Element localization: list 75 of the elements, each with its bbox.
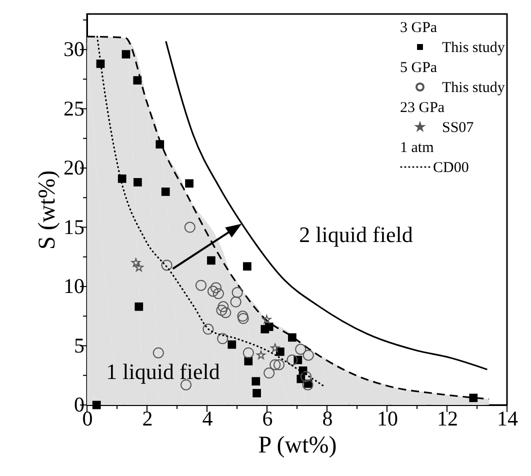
point	[232, 286, 243, 298]
point	[270, 359, 281, 370]
y-axis-title: S (wt%)	[34, 170, 60, 250]
point	[220, 307, 232, 318]
annotation: 5 GPa	[400, 60, 438, 76]
point	[274, 359, 284, 370]
x-tick-label: 14	[497, 406, 518, 430]
point	[270, 343, 280, 352]
point	[217, 333, 228, 344]
point	[264, 322, 274, 331]
legend-label: This study	[442, 80, 506, 96]
annotation: 3 GPa	[400, 20, 438, 36]
point	[216, 304, 228, 316]
x-tick-label: 6	[262, 406, 273, 430]
y-tick-label: 25	[64, 96, 84, 120]
point	[202, 324, 214, 335]
x-tick-label: 10	[377, 406, 398, 430]
point	[156, 140, 164, 149]
point	[288, 333, 296, 342]
point	[238, 313, 249, 324]
point	[230, 296, 242, 308]
annotation: 1 atm	[400, 140, 434, 156]
point	[302, 379, 314, 390]
point	[208, 286, 218, 297]
point	[244, 356, 253, 366]
point	[131, 258, 140, 267]
y-tick-label: 15	[64, 214, 84, 239]
x-tick-label: 4	[202, 406, 214, 430]
point	[134, 302, 144, 311]
point	[185, 179, 194, 188]
point	[469, 394, 478, 402]
point	[134, 178, 142, 186]
point	[295, 344, 306, 355]
point	[180, 379, 192, 390]
legend-label: This study	[442, 40, 506, 56]
x-tick-label: 2	[142, 406, 153, 430]
point	[92, 400, 101, 410]
annotation: 23 GPa	[400, 100, 445, 116]
point	[212, 288, 224, 300]
point	[286, 354, 298, 366]
point	[243, 262, 252, 271]
annotation: 2 liquid field	[299, 222, 413, 247]
point	[237, 310, 248, 322]
point	[276, 348, 284, 356]
point	[242, 347, 254, 358]
legend-label: CD00	[433, 160, 469, 176]
point	[161, 260, 172, 271]
point	[134, 262, 144, 272]
point	[300, 371, 312, 382]
y-tick-label: 10	[64, 274, 84, 298]
legend-label: SS07	[442, 120, 474, 136]
point	[207, 256, 216, 265]
point	[252, 388, 261, 398]
x-tick-label: 12	[437, 406, 458, 430]
point	[210, 282, 222, 294]
point	[118, 174, 126, 183]
point	[122, 50, 130, 58]
point	[264, 368, 275, 378]
point	[262, 315, 272, 324]
point	[133, 76, 142, 85]
x-axis-title: P (wt%)	[258, 432, 337, 458]
point	[184, 222, 196, 233]
point	[152, 347, 164, 358]
point	[196, 280, 206, 291]
y-tick-label: 20	[64, 156, 84, 180]
point	[228, 340, 236, 349]
y-tick-label: 30	[64, 37, 84, 62]
point	[218, 301, 229, 312]
point	[252, 377, 260, 386]
point	[256, 350, 266, 360]
x-tick-label: 8	[322, 406, 333, 430]
point	[161, 188, 170, 196]
point	[302, 350, 314, 361]
annotation: 1 liquid field	[106, 359, 220, 384]
y-tick-label: 5	[74, 333, 84, 358]
